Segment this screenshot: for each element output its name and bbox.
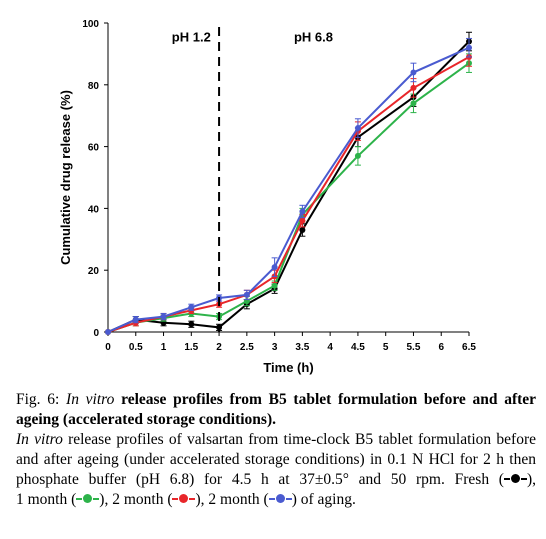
- data-point: [466, 44, 472, 51]
- figure-label: Fig. 6:: [16, 391, 60, 408]
- legend-close: ),: [526, 471, 537, 488]
- data-point: [410, 84, 417, 91]
- legend-dash: [172, 498, 179, 500]
- x-tick-label: 6: [438, 342, 444, 353]
- legend-dash: [268, 498, 275, 500]
- data-point: [299, 217, 306, 224]
- figure-caption: Fig. 6: In vitro release profiles from B…: [16, 390, 536, 510]
- series-fresh: [105, 31, 472, 335]
- caption-title-text: release profiles from B5 tablet formulat…: [16, 391, 537, 428]
- chart-axes: [107, 23, 469, 333]
- legend-item: 1 month (),: [16, 491, 112, 508]
- chart-ticks: 0 0.5 1 1.5 2 2.5 3 3.5 4 4.5 5 5.5 6 6.5 0 20 40 60 80 100: [82, 19, 476, 353]
- series-line-fresh: [107, 40, 470, 333]
- x-tick-label: 4.5: [351, 342, 365, 353]
- legend-marker: [83, 494, 93, 503]
- caption-body-text: release profiles of valsartan from time-…: [16, 431, 536, 488]
- data-point: [354, 125, 361, 132]
- y-tick-label: 40: [88, 204, 100, 215]
- data-point: [354, 152, 361, 159]
- legend-marker: [275, 494, 285, 503]
- y-axis-label: Cumulative drug release (%): [58, 90, 73, 265]
- y-tick-label: 80: [88, 81, 100, 92]
- x-tick-label: 5: [383, 342, 389, 353]
- x-tick-label: 5.5: [407, 342, 421, 353]
- y-tick-label: 20: [88, 266, 100, 277]
- y-tick-label: 60: [88, 143, 100, 154]
- data-point: [132, 316, 139, 323]
- data-point: [410, 100, 417, 107]
- annotation-ph-6-8: pH 6.8: [294, 29, 333, 44]
- legend-label: 1 month (: [16, 491, 77, 508]
- legend-close: ),: [195, 491, 209, 508]
- data-point: [188, 321, 195, 328]
- legend-label: 2 month (: [112, 491, 173, 508]
- legend-marker: [179, 494, 189, 503]
- data-point: [243, 291, 250, 298]
- legend-close: ): [291, 491, 301, 508]
- legend-item: 2 month (): [208, 491, 300, 508]
- legend-dash: [503, 478, 510, 480]
- x-tick-label: 0: [105, 342, 111, 353]
- data-point: [271, 282, 278, 289]
- caption-title: Fig. 6: In vitro release profiles from B…: [16, 390, 536, 430]
- x-tick-label: 4: [327, 342, 333, 353]
- legend-dash: [189, 498, 196, 500]
- legend-dash: [76, 498, 83, 500]
- x-tick-label: 2: [216, 342, 222, 353]
- caption-ending: of aging.: [300, 491, 356, 508]
- series-red: [105, 47, 472, 335]
- caption-body: In vitro release profiles of valsartan f…: [16, 430, 536, 510]
- data-point: [299, 227, 306, 234]
- legend-dash: [285, 498, 292, 500]
- x-tick-label: 3: [272, 342, 278, 353]
- annotation-ph-1-2: pH 1.2: [172, 29, 211, 44]
- x-tick-label: 3.5: [295, 342, 309, 353]
- legend-label: 2 month (: [208, 491, 269, 508]
- data-point: [105, 329, 111, 335]
- x-tick-label: 1: [161, 342, 167, 353]
- legend-item: Fresh (),: [455, 471, 536, 488]
- data-point: [160, 313, 167, 320]
- caption-title-italic: In vitro: [66, 391, 115, 408]
- data-point: [188, 304, 195, 311]
- y-tick-label: 100: [82, 19, 99, 30]
- data-point: [410, 69, 417, 76]
- caption-legend: Fresh (), 1 month (), 2 month (), 2 mont…: [16, 471, 536, 508]
- x-axis-label: Time (h): [263, 360, 313, 375]
- chart-series: [105, 31, 472, 335]
- legend-close: ),: [99, 491, 113, 508]
- series-green: [105, 53, 472, 335]
- y-tick-label: 0: [93, 328, 99, 339]
- x-tick-label: 1.5: [184, 342, 198, 353]
- x-tick-label: 0.5: [129, 342, 143, 353]
- x-tick-label: 6.5: [462, 342, 476, 353]
- series-blue: [105, 37, 472, 335]
- legend-label: Fresh (: [454, 471, 504, 488]
- legend-marker: [510, 474, 520, 483]
- x-tick-label: 2.5: [240, 342, 254, 353]
- legend-item: 2 month (),: [112, 491, 208, 508]
- data-point: [271, 264, 278, 271]
- legend-dash: [520, 478, 527, 480]
- release-chart: 0 0.5 1 1.5 2 2.5 3 3.5 4 4.5 5 5.5 6 6.5 0 20 40 60 80 100…: [58, 19, 476, 375]
- caption-body-italic: In vitro: [16, 431, 63, 448]
- data-point: [299, 208, 306, 215]
- legend-dash: [93, 498, 100, 500]
